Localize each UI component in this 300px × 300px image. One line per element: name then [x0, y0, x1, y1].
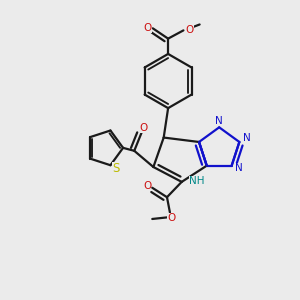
Text: S: S	[112, 162, 119, 175]
Text: NH: NH	[189, 176, 205, 186]
Text: O: O	[139, 122, 147, 133]
Text: O: O	[185, 25, 194, 35]
Text: N: N	[235, 163, 243, 173]
Text: O: O	[143, 181, 152, 191]
Text: N: N	[215, 116, 223, 126]
Text: N: N	[242, 134, 250, 143]
Text: O: O	[167, 213, 175, 224]
Text: O: O	[143, 23, 152, 33]
